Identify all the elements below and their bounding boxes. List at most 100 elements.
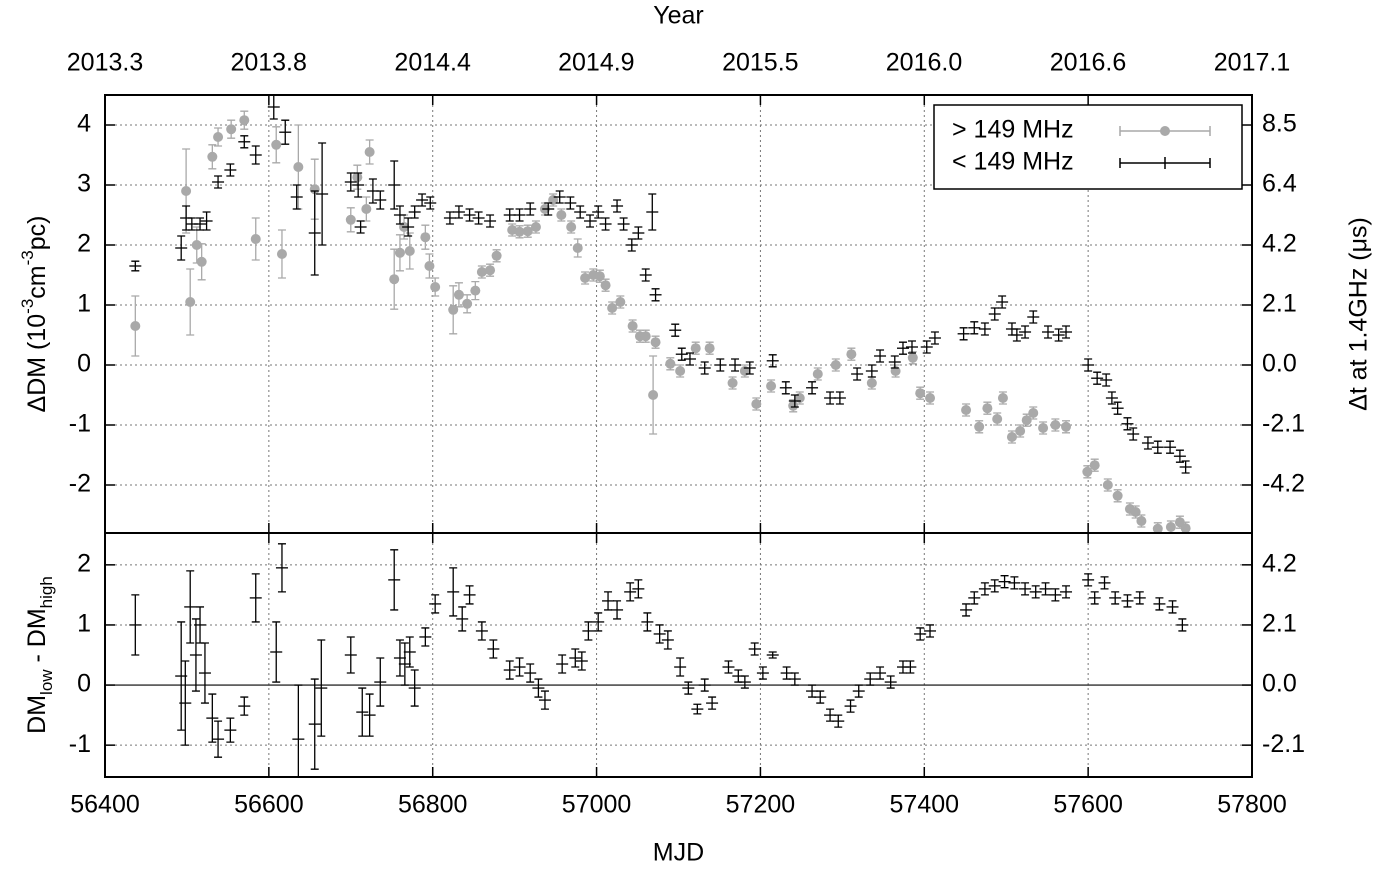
- data-point: [1165, 522, 1176, 532]
- data-point: [476, 267, 487, 277]
- data-point: [640, 331, 651, 342]
- label-part: - DM: [23, 608, 51, 669]
- data-point: [1028, 408, 1039, 418]
- data-point: [352, 172, 363, 183]
- panel-frame: [104, 532, 1253, 778]
- data-point: [751, 399, 762, 409]
- data-point: [491, 250, 502, 261]
- data-point: [514, 226, 525, 237]
- data-point: [420, 232, 431, 243]
- data-point: [207, 151, 218, 162]
- y2-tick-label: 8.5: [1262, 110, 1297, 138]
- x-tick-label: 56400: [70, 791, 140, 819]
- y-tick-label: 0: [77, 350, 91, 378]
- y-tick-label: -2: [69, 470, 91, 498]
- data-point: [866, 378, 877, 388]
- data-point: [530, 222, 541, 232]
- y-axis-label: ΔDM (10-3cm-3pc): [18, 216, 51, 413]
- data-point: [830, 360, 841, 370]
- data-point: [766, 381, 777, 391]
- y2-tick-label: -2.1: [1262, 730, 1305, 758]
- y-axis-label: DMlow - DMhigh: [23, 576, 56, 734]
- data-point: [1038, 423, 1049, 433]
- data-point: [185, 297, 196, 307]
- data-point: [424, 261, 435, 271]
- data-point: [982, 403, 993, 414]
- data-point: [997, 393, 1008, 403]
- data-point: [992, 414, 1003, 424]
- data-point: [361, 204, 372, 214]
- label-part: DM: [23, 695, 51, 734]
- data-point: [1006, 432, 1017, 442]
- data-point: [675, 366, 686, 376]
- data-point: [309, 184, 320, 195]
- data-point: [580, 273, 591, 283]
- y-tick-label: 2: [77, 230, 91, 258]
- x-tick-label: 57400: [890, 791, 960, 819]
- x-tick-label: 57200: [726, 791, 796, 819]
- plot-area: [129, 543, 1189, 777]
- y-tick-label: 1: [77, 290, 91, 318]
- label-part: pc): [23, 216, 51, 251]
- y-tick-label: 3: [77, 170, 91, 198]
- data-point: [665, 358, 676, 369]
- x-axis-label: MJD: [653, 839, 704, 867]
- x-tick-label: 56800: [398, 791, 468, 819]
- data-point: [250, 234, 261, 244]
- data-point: [453, 289, 464, 300]
- y2-tick-label: 0.0: [1262, 670, 1297, 698]
- data-point: [566, 222, 577, 232]
- data-point: [704, 343, 715, 354]
- data-point: [648, 390, 659, 400]
- y2-tick-label: 4.2: [1262, 549, 1297, 577]
- data-point: [485, 265, 496, 276]
- data-point: [607, 303, 618, 313]
- data-point: [925, 393, 936, 403]
- y-tick-label: 1: [77, 610, 91, 638]
- data-point: [1102, 480, 1113, 490]
- x2-axis-label: Year: [653, 2, 704, 30]
- label-part: -3: [18, 299, 37, 314]
- label-part: low: [37, 669, 56, 695]
- data-point: [788, 400, 799, 411]
- x2-tick-label: 2016.6: [1050, 49, 1126, 77]
- data-point: [404, 246, 415, 256]
- data-point: [1021, 415, 1032, 426]
- data-point: [271, 139, 282, 150]
- data-point: [915, 388, 926, 399]
- data-point: [293, 162, 304, 172]
- legend-label: > 149 MHz: [952, 116, 1074, 144]
- y2-tick-label: -4.2: [1262, 470, 1305, 498]
- data-point: [650, 337, 661, 348]
- y-tick-label: 4: [77, 110, 91, 138]
- data-point: [196, 256, 207, 267]
- data-point: [1136, 516, 1147, 526]
- data-point: [462, 298, 473, 309]
- data-point: [1089, 460, 1100, 471]
- data-point: [213, 132, 224, 142]
- x2-tick-label: 2014.4: [394, 49, 471, 77]
- data-point: [522, 226, 533, 237]
- data-point: [907, 352, 918, 363]
- data-point: [130, 321, 141, 331]
- y-tick-label: -1: [69, 410, 91, 438]
- data-point: [615, 297, 626, 307]
- data-point: [690, 343, 701, 354]
- y-tick-label: 2: [77, 549, 91, 577]
- legend-marker: [1160, 126, 1170, 136]
- legend-label: < 149 MHz: [952, 148, 1074, 176]
- x2-tick-label: 2013.8: [230, 49, 306, 77]
- data-point: [1050, 420, 1061, 430]
- data-point: [812, 369, 823, 379]
- data-point: [627, 321, 638, 331]
- label-part: high: [37, 576, 56, 608]
- label-part: -3: [18, 250, 37, 265]
- data-point: [1152, 523, 1163, 533]
- data-point: [226, 124, 237, 135]
- legend-box: [933, 104, 1243, 190]
- data-point: [239, 115, 250, 126]
- data-point: [974, 421, 985, 432]
- x-tick-label: 56600: [234, 791, 304, 819]
- data-point: [345, 214, 356, 225]
- data-point: [961, 405, 972, 415]
